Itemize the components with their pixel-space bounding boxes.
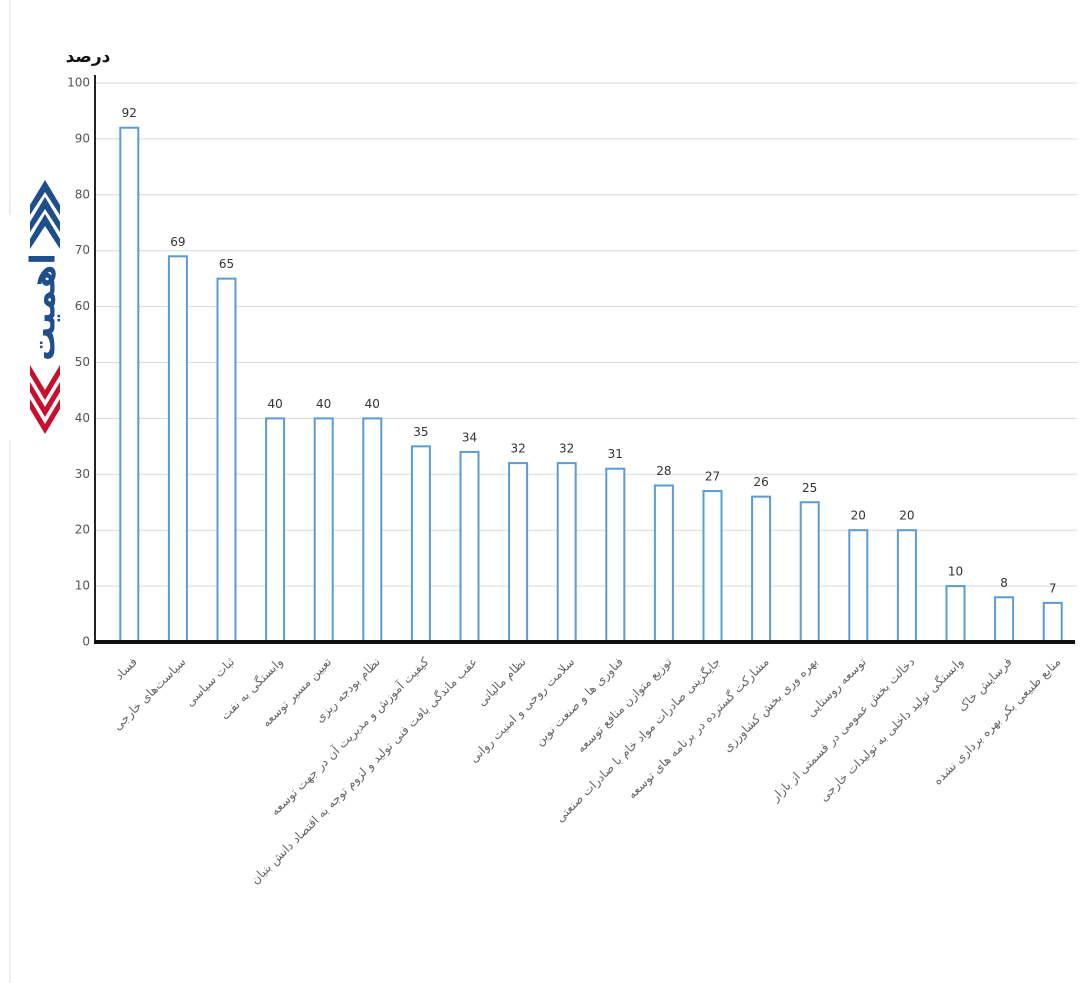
value-label: 27 bbox=[705, 470, 720, 484]
value-label: 28 bbox=[656, 464, 671, 478]
value-label: 32 bbox=[510, 442, 525, 456]
y-tick-label: 20 bbox=[75, 523, 90, 537]
y-tick-label: 30 bbox=[75, 467, 90, 481]
bar bbox=[216, 277, 237, 643]
logo: اهمیت bbox=[24, 180, 64, 434]
bar bbox=[848, 529, 869, 644]
bar bbox=[799, 501, 820, 643]
y-tick-label: 80 bbox=[75, 187, 90, 201]
x-tick-label: فساد bbox=[112, 655, 140, 683]
value-label: 40 bbox=[316, 397, 331, 411]
value-label: 8 bbox=[1000, 576, 1008, 590]
value-label: 65 bbox=[219, 257, 234, 271]
value-label: 34 bbox=[462, 430, 477, 444]
x-tick-label: بهره وری بخش کشاورزی bbox=[720, 655, 821, 756]
y-tick-label: 10 bbox=[75, 579, 90, 593]
y-tick-label: 70 bbox=[75, 243, 90, 257]
bar bbox=[265, 417, 286, 643]
bar bbox=[459, 450, 480, 643]
value-label: 10 bbox=[948, 565, 963, 579]
x-tick-label: عقب ماندگی بافت فنی تولید و لزوم توجه به… bbox=[248, 655, 481, 888]
bar bbox=[653, 484, 674, 644]
bar bbox=[508, 462, 529, 643]
x-tick-label: فناوری ها و صنعت نوین bbox=[532, 655, 626, 749]
x-tick-label: توزیع متوازن منافع توسعه bbox=[574, 655, 675, 756]
value-label: 20 bbox=[899, 509, 914, 523]
y-tick-label: 40 bbox=[75, 411, 90, 425]
bar bbox=[313, 417, 334, 643]
bar bbox=[167, 255, 188, 643]
y-tick-label: 100 bbox=[67, 76, 90, 90]
bar bbox=[896, 529, 917, 644]
logo-text: اهمیت bbox=[24, 253, 64, 361]
bar bbox=[119, 126, 140, 644]
value-label: 7 bbox=[1049, 581, 1057, 595]
bar bbox=[945, 585, 966, 643]
value-label: 40 bbox=[365, 397, 380, 411]
bar bbox=[556, 462, 577, 643]
bar bbox=[702, 490, 723, 643]
bar bbox=[751, 495, 772, 643]
value-label: 32 bbox=[559, 442, 574, 456]
value-label: 69 bbox=[170, 235, 185, 249]
value-label: 25 bbox=[802, 481, 817, 495]
y-tick-label: 50 bbox=[75, 355, 90, 369]
value-label: 40 bbox=[267, 397, 282, 411]
bar bbox=[410, 445, 431, 643]
value-label: 92 bbox=[122, 106, 137, 120]
y-tick-label: 0 bbox=[82, 635, 90, 649]
y-tick-label: 60 bbox=[75, 299, 90, 313]
y-tick-label: 90 bbox=[75, 131, 90, 145]
value-label: 20 bbox=[851, 509, 866, 523]
value-label: 26 bbox=[753, 475, 768, 489]
bar bbox=[605, 467, 626, 643]
bar bbox=[362, 417, 383, 643]
value-label: 35 bbox=[413, 425, 428, 439]
bar bbox=[1042, 601, 1063, 643]
y-axis-label: درصد bbox=[66, 47, 111, 67]
value-label: 31 bbox=[608, 447, 623, 461]
bar bbox=[994, 596, 1015, 644]
